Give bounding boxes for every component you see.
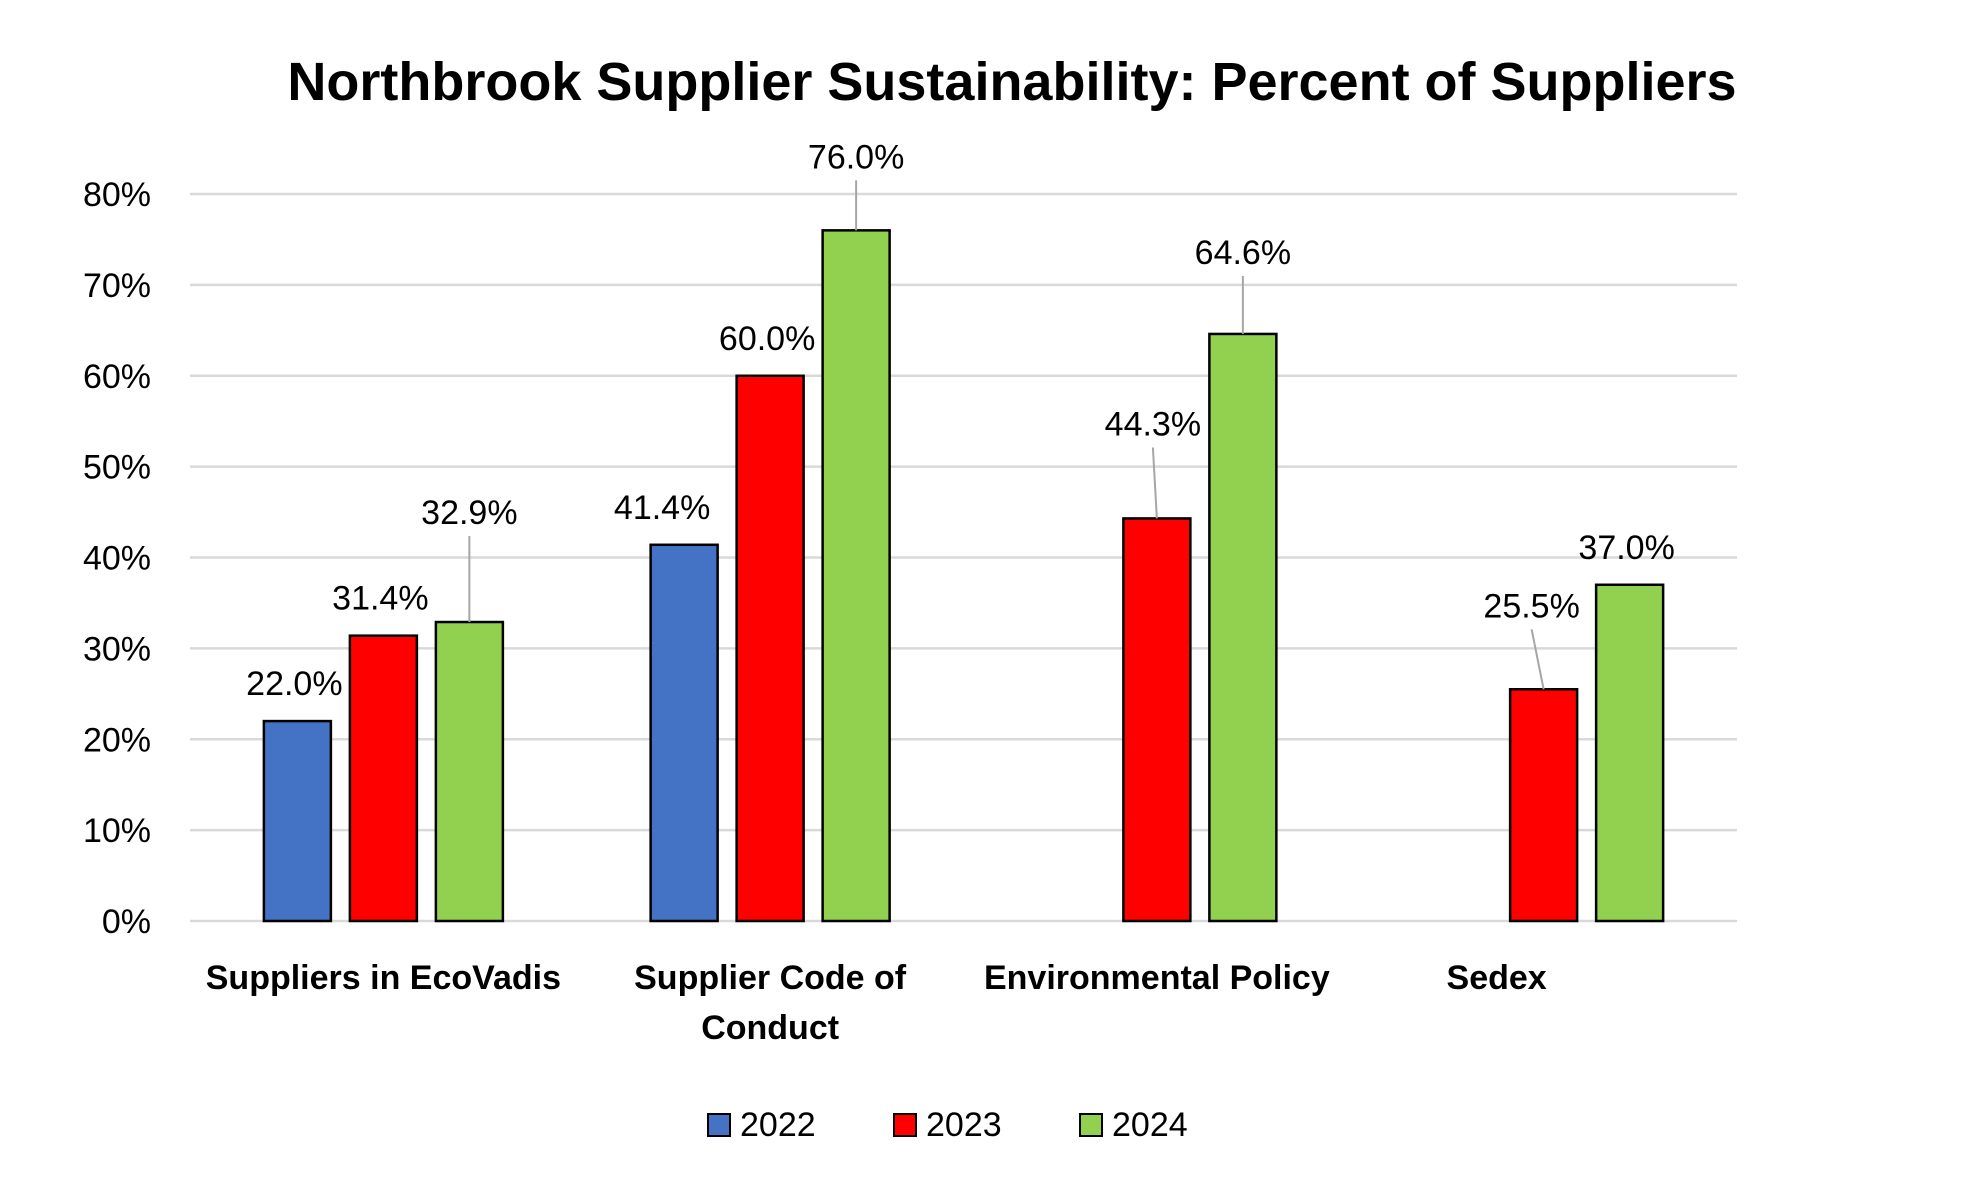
legend-label-2023: 2023 bbox=[926, 1106, 1002, 1144]
bar-2022-1 bbox=[649, 543, 719, 923]
bar-2023-3 bbox=[1508, 688, 1579, 923]
y-tick-label: 10% bbox=[83, 812, 151, 850]
data-label: 44.3% bbox=[1105, 405, 1201, 443]
y-axis-ticks: 0% 10% 20% 30% 40% 50% 60% 70% 80% bbox=[83, 176, 151, 941]
y-tick-label: 20% bbox=[83, 721, 151, 759]
bar-2022-0 bbox=[262, 719, 333, 923]
chart-title: Northbrook Supplier Sustainability: Perc… bbox=[287, 52, 1736, 112]
data-label: 41.4% bbox=[614, 489, 710, 527]
data-label: 31.4% bbox=[332, 580, 428, 618]
x-axis-categories: Suppliers in EcoVadis Supplier Code of Con… bbox=[206, 959, 1547, 1047]
legend-label-2022: 2022 bbox=[740, 1106, 816, 1144]
legend-label-2024: 2024 bbox=[1112, 1106, 1188, 1144]
gridlines bbox=[190, 192, 1737, 923]
bar-2023-1 bbox=[735, 374, 805, 923]
data-label-leader bbox=[1530, 629, 1545, 690]
data-label: 37.0% bbox=[1578, 529, 1674, 567]
y-tick-label: 30% bbox=[83, 630, 151, 668]
bar-2024-2 bbox=[1208, 332, 1278, 923]
x-category-label: Conduct bbox=[701, 1009, 839, 1047]
bars bbox=[262, 229, 1665, 923]
bar-2023-0 bbox=[348, 634, 419, 923]
y-tick-label: 50% bbox=[83, 449, 151, 487]
legend-swatch-2024 bbox=[1079, 1113, 1103, 1137]
bar-2024-0 bbox=[434, 620, 505, 923]
legend-swatch-2023 bbox=[893, 1113, 917, 1137]
legend-swatch-2022 bbox=[707, 1113, 731, 1137]
data-label: 25.5% bbox=[1483, 587, 1579, 625]
legend: 2022 2023 2024 bbox=[707, 1106, 1188, 1144]
bar-2023-2 bbox=[1122, 517, 1192, 923]
y-tick-label: 60% bbox=[83, 358, 151, 396]
x-category-label: Environmental Policy bbox=[984, 959, 1330, 997]
bar-2024-3 bbox=[1594, 583, 1665, 923]
y-tick-label: 80% bbox=[83, 176, 151, 214]
y-tick-label: 40% bbox=[83, 540, 151, 578]
x-category-label: Supplier Code of bbox=[634, 959, 907, 997]
y-tick-label: 70% bbox=[83, 267, 151, 305]
data-label: 60.0% bbox=[719, 320, 815, 358]
data-label: 32.9% bbox=[421, 494, 517, 532]
bar-2024-1 bbox=[821, 229, 891, 923]
y-tick-label: 0% bbox=[102, 903, 151, 941]
x-category-label: Suppliers in EcoVadis bbox=[206, 959, 561, 997]
data-labels: 22.0% 41.4% 31.4% 60.0% 44.3% 25.5% 32.9% 76.0%… bbox=[246, 138, 1675, 703]
data-label: 22.0% bbox=[246, 665, 342, 703]
x-category-label: Sedex bbox=[1447, 959, 1547, 997]
data-label-leader bbox=[1151, 447, 1158, 519]
data-label: 76.0% bbox=[808, 138, 904, 176]
data-label: 64.6% bbox=[1195, 234, 1291, 272]
